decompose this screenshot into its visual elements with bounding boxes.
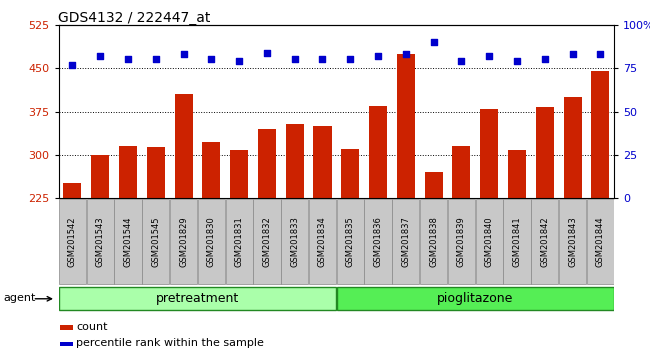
Text: pretreatment: pretreatment xyxy=(156,292,239,305)
Point xyxy=(95,53,105,59)
Bar xyxy=(202,142,220,329)
Bar xyxy=(424,172,443,329)
Bar xyxy=(119,146,137,329)
Text: GSM201542: GSM201542 xyxy=(68,216,77,267)
Text: GSM201544: GSM201544 xyxy=(124,216,133,267)
Text: GSM201833: GSM201833 xyxy=(290,216,299,267)
Text: pioglitazone: pioglitazone xyxy=(437,292,514,305)
FancyBboxPatch shape xyxy=(281,199,308,284)
Point xyxy=(67,62,77,68)
Text: GSM201832: GSM201832 xyxy=(263,216,272,267)
Point xyxy=(151,57,161,62)
Text: GSM201842: GSM201842 xyxy=(540,216,549,267)
Point xyxy=(456,58,467,64)
Text: GSM201837: GSM201837 xyxy=(401,216,410,267)
Point xyxy=(317,57,328,62)
Point xyxy=(512,58,522,64)
Text: GSM201843: GSM201843 xyxy=(568,216,577,267)
Text: GSM201830: GSM201830 xyxy=(207,216,216,267)
FancyBboxPatch shape xyxy=(531,199,558,284)
Text: GSM201545: GSM201545 xyxy=(151,216,161,267)
Text: GSM201838: GSM201838 xyxy=(429,216,438,267)
Point xyxy=(484,53,495,59)
Text: GDS4132 / 222447_at: GDS4132 / 222447_at xyxy=(58,11,211,25)
Point xyxy=(373,53,384,59)
Text: GSM201835: GSM201835 xyxy=(346,216,355,267)
FancyBboxPatch shape xyxy=(503,199,530,284)
Text: GSM201831: GSM201831 xyxy=(235,216,244,267)
Text: GSM201836: GSM201836 xyxy=(374,216,383,267)
FancyBboxPatch shape xyxy=(226,199,253,284)
Bar xyxy=(369,106,387,329)
Point xyxy=(289,57,300,62)
Bar xyxy=(592,71,610,329)
FancyBboxPatch shape xyxy=(142,199,170,284)
Point xyxy=(262,50,272,55)
Bar xyxy=(60,325,73,330)
Bar xyxy=(564,97,582,329)
FancyBboxPatch shape xyxy=(587,199,614,284)
Bar xyxy=(174,94,192,329)
Bar xyxy=(536,107,554,329)
Point xyxy=(567,51,578,57)
Bar xyxy=(63,183,81,329)
Point xyxy=(206,57,216,62)
Text: GSM201839: GSM201839 xyxy=(457,216,466,267)
Bar xyxy=(508,150,526,329)
Bar xyxy=(396,54,415,329)
Point xyxy=(345,57,356,62)
FancyBboxPatch shape xyxy=(559,199,586,284)
FancyBboxPatch shape xyxy=(476,199,503,284)
Bar xyxy=(313,126,332,329)
FancyBboxPatch shape xyxy=(392,199,419,284)
Bar xyxy=(230,150,248,329)
FancyBboxPatch shape xyxy=(198,199,225,284)
Text: GSM201841: GSM201841 xyxy=(512,216,521,267)
Point xyxy=(123,57,133,62)
Point xyxy=(428,39,439,45)
Text: count: count xyxy=(77,322,108,332)
Bar xyxy=(258,129,276,329)
Point xyxy=(400,51,411,57)
Bar xyxy=(285,124,304,329)
FancyBboxPatch shape xyxy=(59,287,336,310)
Text: agent: agent xyxy=(3,293,36,303)
Bar xyxy=(341,149,359,329)
FancyBboxPatch shape xyxy=(254,199,281,284)
FancyBboxPatch shape xyxy=(337,199,364,284)
FancyBboxPatch shape xyxy=(365,199,392,284)
FancyBboxPatch shape xyxy=(58,199,86,284)
FancyBboxPatch shape xyxy=(448,199,475,284)
Point xyxy=(234,58,244,64)
FancyBboxPatch shape xyxy=(309,199,336,284)
Text: GSM201844: GSM201844 xyxy=(596,216,605,267)
Point xyxy=(178,51,188,57)
Bar xyxy=(452,146,471,329)
FancyBboxPatch shape xyxy=(86,199,114,284)
Bar xyxy=(480,109,499,329)
FancyBboxPatch shape xyxy=(114,199,142,284)
Point xyxy=(540,57,550,62)
Text: GSM201829: GSM201829 xyxy=(179,216,188,267)
FancyBboxPatch shape xyxy=(420,199,447,284)
Bar xyxy=(147,147,165,329)
Text: GSM201543: GSM201543 xyxy=(96,216,105,267)
FancyBboxPatch shape xyxy=(170,199,197,284)
Text: percentile rank within the sample: percentile rank within the sample xyxy=(77,338,265,348)
Text: GSM201834: GSM201834 xyxy=(318,216,327,267)
Bar xyxy=(91,155,109,329)
FancyBboxPatch shape xyxy=(337,287,614,310)
Text: GSM201840: GSM201840 xyxy=(485,216,494,267)
Bar xyxy=(60,342,73,347)
Point xyxy=(595,51,606,57)
